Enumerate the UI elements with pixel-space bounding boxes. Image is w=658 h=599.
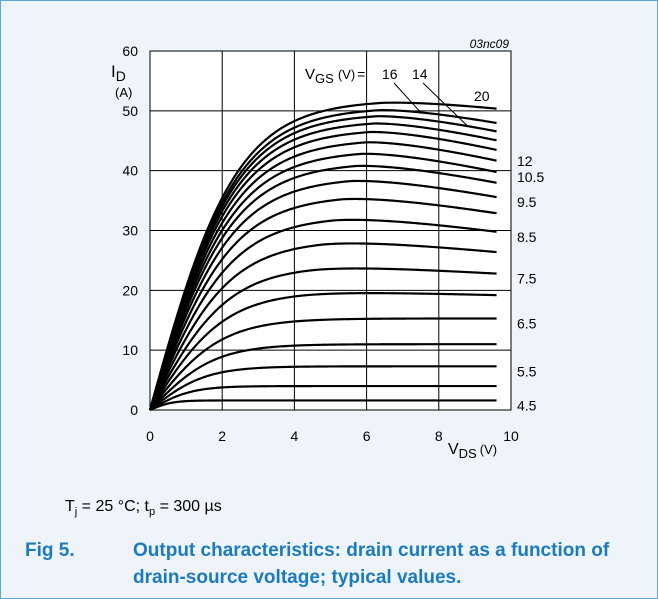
x-tick-label-0: 0 xyxy=(146,428,154,444)
curve-vgs-9 xyxy=(148,197,497,411)
series-label-8.5: 8.5 xyxy=(517,229,537,245)
y-axis-label-sub: D xyxy=(116,68,126,84)
y-tick-label-30: 30 xyxy=(122,223,138,239)
curve-vgs-16 xyxy=(148,109,497,411)
vgs-label-sub: GS xyxy=(315,71,334,86)
y-tick-label-10: 10 xyxy=(122,342,138,358)
leader-14 xyxy=(422,82,469,127)
series-label-5.5: 5.5 xyxy=(517,363,537,379)
vgs-label-unit: (V) xyxy=(338,67,355,82)
curve-vgs-11 xyxy=(148,141,497,411)
label-leaders xyxy=(393,82,469,127)
y-tick-label-20: 20 xyxy=(122,282,138,298)
series-labels: 4.5 5.5 6.5 7.5 8.5 9.5 10.512 14 16 20 xyxy=(382,66,544,413)
ticks: 0 2 4 6 8 10 0 10 20 30 40 50 60 xyxy=(122,43,519,444)
series-label-4.5: 4.5 xyxy=(517,397,537,413)
x-tick-label-6: 6 xyxy=(363,428,371,444)
x-tick-label-10: 10 xyxy=(503,428,519,444)
y-tick-label-0: 0 xyxy=(130,402,138,418)
tj-main: T xyxy=(65,498,75,515)
x-axis-label-unit: (V) xyxy=(480,442,497,457)
y-axis-unit: (A) xyxy=(115,85,132,100)
vgs-label-prefix: VGS (V) = xyxy=(305,66,365,86)
series-label-12: 12 xyxy=(517,153,533,169)
series-label-16: 16 xyxy=(382,66,398,82)
tj-rest: = 25 °C; t xyxy=(77,498,149,515)
curve-vgs-10.5 xyxy=(148,152,497,411)
x-tick-label-8: 8 xyxy=(435,428,443,444)
series-label-7.5: 7.5 xyxy=(517,271,537,287)
curve-vgs-20 xyxy=(148,101,497,411)
y-tick-label-50: 50 xyxy=(122,103,138,119)
curve-vgs-10 xyxy=(148,164,497,411)
y-tick-label-60: 60 xyxy=(122,43,138,59)
curves xyxy=(148,101,497,412)
y-axis-label: ID xyxy=(111,62,126,84)
series-label-6.5: 6.5 xyxy=(517,315,537,331)
x-axis-label-main: V xyxy=(448,441,459,458)
y-tick-label-40: 40 xyxy=(122,163,138,179)
curve-vgs-5 xyxy=(149,384,497,411)
series-label-10.5: 10.5 xyxy=(517,169,544,185)
curve-vgs-4.5 xyxy=(149,399,497,412)
curve-vgs-6.5 xyxy=(149,317,497,411)
tp-sub: p xyxy=(149,506,156,519)
figure-caption-text: Output characteristics: drain current as… xyxy=(133,540,610,588)
curve-vgs-7 xyxy=(149,292,497,411)
tp-rest: = 300 µs xyxy=(155,498,222,515)
curve-vgs-8 xyxy=(149,242,497,411)
series-label-20: 20 xyxy=(474,88,490,104)
tj-sub: j xyxy=(74,506,78,519)
curve-vgs-9.5 xyxy=(148,179,497,411)
curve-vgs-7.5 xyxy=(149,267,497,411)
test-conditions: Tj = 25 °C; tp = 300 µs xyxy=(65,498,222,518)
x-axis-label: VDS (V) xyxy=(448,441,497,461)
series-label-9.5: 9.5 xyxy=(517,194,537,210)
vgs-label-eq: = xyxy=(357,66,365,82)
curve-vgs-6 xyxy=(149,343,497,411)
figure-number: Fig 5. xyxy=(25,540,75,561)
x-axis-label-sub: DS xyxy=(459,446,477,461)
x-tick-label-4: 4 xyxy=(291,428,299,444)
vgs-label-main: V xyxy=(305,66,315,83)
leader-16 xyxy=(393,82,422,113)
curve-vgs-8.5 xyxy=(148,218,497,411)
curve-vgs-5.5 xyxy=(149,365,497,411)
curve-vgs-13 xyxy=(148,122,497,411)
curve-vgs-12 xyxy=(148,130,497,411)
curve-vgs-14 xyxy=(148,115,497,411)
series-label-14: 14 xyxy=(412,66,428,82)
figure-code: 03nc09 xyxy=(470,37,510,51)
y-axis-label-main: I xyxy=(111,62,116,81)
x-tick-label-2: 2 xyxy=(218,428,226,444)
